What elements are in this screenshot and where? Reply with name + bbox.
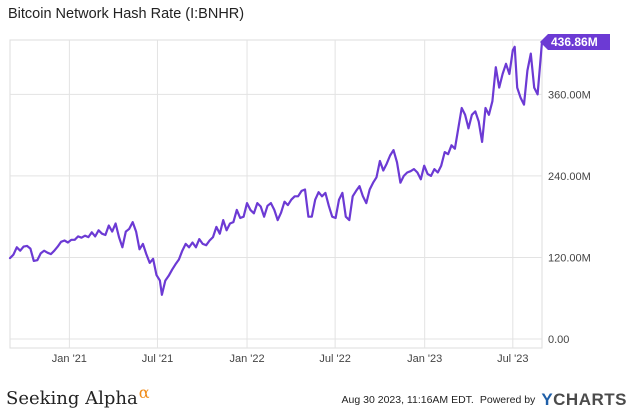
y-tick-label: 240.00M — [548, 171, 591, 183]
alpha-icon: α — [138, 383, 150, 402]
x-tick-label: Jul '21 — [142, 353, 173, 365]
seeking-alpha-logo: Seeking Alphaα — [6, 383, 150, 409]
y-tick-label: 120.00M — [548, 252, 591, 264]
hash-rate-chart: 0.00 120.00M 240.00M 360.00M Jan '21 Jul '21… — [8, 34, 610, 365]
last-value-flag — [540, 34, 610, 51]
ycharts-y: Y — [541, 390, 554, 409]
brand-name: Seeking Alpha — [6, 388, 138, 409]
chart-title: Bitcoin Network Hash Rate (I:BNHR) — [8, 6, 245, 22]
powered-by: Powered by — [479, 394, 536, 406]
plot-area — [9, 39, 543, 349]
y-tick-label: 360.00M — [548, 89, 591, 101]
x-tick-label: Jul '22 — [319, 353, 350, 365]
x-tick-label: Jan '23 — [407, 353, 442, 365]
last-value-callout: 436.86M — [540, 34, 610, 51]
footer-credits: Aug 30 2023, 11:16AM EDT. Powered by YCH… — [342, 390, 627, 410]
x-tick-label: Jul '23 — [497, 353, 528, 365]
ycharts-rest: CHARTS — [553, 390, 627, 409]
x-tick-label: Jan '22 — [229, 353, 264, 365]
x-tick-label: Jan '21 — [52, 353, 87, 365]
y-tick-label: 0.00 — [548, 334, 569, 346]
timestamp: Aug 30 2023, 11:16AM EDT. — [341, 394, 474, 406]
last-value-label: 436.86M — [551, 35, 598, 49]
ycharts-logo: YCHARTS — [541, 390, 627, 410]
series-line — [8, 40, 544, 296]
